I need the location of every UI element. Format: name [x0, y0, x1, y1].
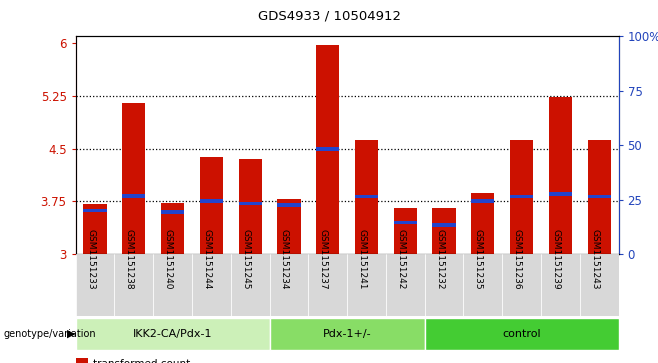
Bar: [541, 254, 580, 316]
Bar: [424, 318, 619, 350]
Bar: [153, 254, 192, 316]
Text: GSM1151239: GSM1151239: [551, 229, 561, 289]
Bar: [84, 209, 107, 212]
Bar: [588, 140, 611, 254]
Bar: [161, 210, 184, 214]
Bar: [463, 254, 502, 316]
Bar: [393, 208, 417, 254]
Bar: [277, 203, 301, 207]
Bar: [200, 157, 223, 254]
Bar: [122, 103, 145, 254]
Bar: [355, 195, 378, 199]
Bar: [471, 200, 494, 203]
Text: GSM1151244: GSM1151244: [203, 229, 211, 289]
Text: genotype/variation: genotype/variation: [3, 329, 96, 339]
Bar: [76, 254, 114, 316]
Bar: [588, 195, 611, 199]
Bar: [192, 254, 231, 316]
Bar: [502, 254, 541, 316]
Text: GSM1151242: GSM1151242: [396, 229, 405, 289]
Bar: [355, 140, 378, 254]
Text: GSM1151234: GSM1151234: [280, 229, 289, 289]
Bar: [347, 254, 386, 316]
Text: Pdx-1+/-: Pdx-1+/-: [323, 329, 371, 339]
Bar: [316, 147, 340, 151]
Text: GDS4933 / 10504912: GDS4933 / 10504912: [257, 9, 401, 22]
Text: GSM1151240: GSM1151240: [164, 229, 172, 289]
Bar: [76, 318, 270, 350]
Bar: [386, 254, 424, 316]
Text: GSM1151245: GSM1151245: [241, 229, 250, 289]
Bar: [238, 159, 262, 254]
Text: transformed count: transformed count: [93, 359, 190, 363]
Bar: [510, 195, 533, 199]
Bar: [393, 221, 417, 224]
Text: GSM1151241: GSM1151241: [357, 229, 367, 289]
Text: IKK2-CA/Pdx-1: IKK2-CA/Pdx-1: [133, 329, 213, 339]
Bar: [200, 200, 223, 203]
Bar: [549, 97, 572, 254]
Bar: [580, 254, 619, 316]
Text: GSM1151232: GSM1151232: [435, 229, 444, 289]
Bar: [471, 193, 494, 254]
Bar: [549, 192, 572, 196]
Bar: [114, 254, 153, 316]
Bar: [270, 318, 424, 350]
Text: GSM1151233: GSM1151233: [86, 229, 95, 289]
Bar: [231, 254, 270, 316]
Text: GSM1151243: GSM1151243: [590, 229, 599, 289]
Bar: [510, 140, 533, 254]
Bar: [432, 223, 455, 227]
Bar: [432, 208, 455, 254]
Bar: [309, 254, 347, 316]
Text: GSM1151238: GSM1151238: [125, 229, 134, 289]
Text: control: control: [502, 329, 541, 339]
Bar: [270, 254, 309, 316]
Bar: [76, 358, 88, 363]
Bar: [424, 254, 463, 316]
Text: ▶: ▶: [67, 329, 75, 339]
Bar: [238, 201, 262, 205]
Text: GSM1151236: GSM1151236: [513, 229, 522, 289]
Bar: [161, 203, 184, 254]
Bar: [84, 204, 107, 254]
Text: GSM1151235: GSM1151235: [474, 229, 483, 289]
Text: GSM1151237: GSM1151237: [318, 229, 328, 289]
Bar: [122, 194, 145, 198]
Bar: [277, 199, 301, 254]
Bar: [316, 45, 340, 254]
